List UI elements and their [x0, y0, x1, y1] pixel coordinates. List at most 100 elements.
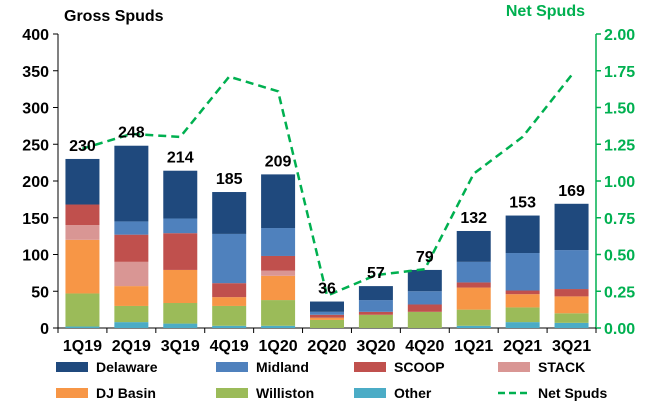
right-axis-title: Net Spuds: [506, 3, 585, 20]
right-tick-label: 2.00: [604, 27, 635, 44]
legend-label-delaware: Delaware: [96, 359, 158, 375]
bar-other-3q19: [163, 323, 198, 328]
bar-midland-1q21: [456, 261, 491, 283]
bar-other-2q19: [114, 322, 149, 328]
bar-delaware-3q21: [554, 203, 589, 251]
bar-scoop-3q20: [358, 311, 393, 315]
legend-swatch-williston: [216, 388, 248, 398]
net-spuds-line: [82, 74, 573, 298]
legend-label-williston: Williston: [256, 385, 314, 401]
left-tick-label: 100: [22, 248, 49, 265]
bar-midland-4q19: [212, 233, 247, 284]
bar-other-2q21: [505, 322, 540, 328]
total-label-3q19: 214: [167, 150, 194, 167]
total-label-2q20: 36: [318, 281, 336, 298]
bar-williston-4q20: [407, 311, 442, 328]
total-label-2q21: 153: [509, 195, 536, 212]
right-tick-label: 1.25: [604, 137, 635, 154]
bar-midland-2q21: [505, 253, 540, 291]
legend-swatch-scoop: [354, 362, 386, 372]
bar-scoop-4q19: [212, 283, 247, 298]
bar-williston-3q19: [163, 303, 198, 324]
left-axis-title: Gross Spuds: [64, 8, 164, 25]
x-tick-label: 4Q19: [210, 338, 249, 355]
left-tick-label: 350: [22, 64, 49, 81]
bar-williston-3q21: [554, 313, 589, 323]
bar-delaware-1q19: [65, 158, 100, 205]
bar-dj-basin-2q19: [114, 286, 149, 306]
left-tick-label: 150: [22, 211, 49, 228]
legend-label-dj-basin: DJ Basin: [96, 385, 156, 401]
bar-delaware-1q20: [261, 174, 296, 229]
bar-williston-3q20: [358, 314, 393, 328]
x-tick-label: 1Q20: [259, 338, 298, 355]
bar-other-1q20: [261, 325, 296, 328]
x-tick-label: 1Q19: [63, 338, 102, 355]
bar-williston-4q19: [212, 305, 247, 326]
bar-delaware-4q19: [212, 192, 247, 234]
bar-other-1q21: [456, 325, 491, 328]
bar-delaware-4q20: [407, 269, 442, 292]
right-tick-label: 1.75: [604, 64, 635, 81]
left-tick-label: 200: [22, 174, 49, 191]
bar-dj-basin-1q21: [456, 287, 491, 310]
bar-scoop-2q21: [505, 290, 540, 295]
bar-scoop-1q20: [261, 255, 296, 271]
left-tick-label: 400: [22, 27, 49, 44]
legend-swatch-dj-basin: [56, 388, 88, 398]
bar-dj-basin-3q21: [554, 296, 589, 314]
total-label-1q21: 132: [460, 210, 487, 227]
right-tick-label: 0.00: [604, 321, 635, 338]
left-tick-label: 250: [22, 137, 49, 154]
total-label-4q19: 185: [216, 171, 243, 188]
bar-midland-3q20: [358, 300, 393, 312]
legend-swatch-midland: [216, 362, 248, 372]
bar-williston-1q19: [65, 293, 100, 327]
bar-midland-2q19: [114, 221, 149, 235]
legend-swatch-delaware: [56, 362, 88, 372]
bar-stack-1q20: [261, 270, 296, 276]
bar-other-3q21: [554, 322, 589, 328]
bar-midland-2q20: [310, 311, 344, 315]
right-tick-label: 0.75: [604, 211, 635, 228]
bar-dj-basin-2q21: [505, 294, 540, 308]
bar-dj-basin-1q19: [65, 239, 100, 294]
legend-label-net-spuds: Net Spuds: [538, 385, 607, 401]
bar-midland-1q20: [261, 228, 296, 256]
bar-scoop-3q21: [554, 289, 589, 297]
bar-midland-3q19: [163, 218, 198, 234]
bar-delaware-3q19: [163, 170, 198, 219]
legend-label-midland: Midland: [256, 359, 309, 375]
x-tick-label: 3Q20: [356, 338, 395, 355]
bar-delaware-2q21: [505, 215, 540, 254]
x-tick-label: 2Q20: [307, 338, 346, 355]
x-tick-label: 2Q19: [112, 338, 151, 355]
bar-scoop-3q19: [163, 233, 198, 270]
bar-scoop-2q20: [310, 314, 344, 318]
total-label-3q21: 169: [558, 183, 585, 200]
bar-delaware-1q21: [456, 230, 491, 262]
right-tick-label: 1.00: [604, 174, 635, 191]
bar-williston-2q19: [114, 305, 149, 323]
bar-delaware-2q19: [114, 145, 149, 222]
left-tick-label: 0: [40, 321, 49, 338]
total-label-3q20: 57: [367, 265, 385, 282]
bar-williston-1q20: [261, 300, 296, 326]
bar-dj-basin-4q19: [212, 297, 247, 306]
legend-label-scoop: SCOOP: [394, 359, 445, 375]
bar-dj-basin-3q19: [163, 269, 198, 304]
bar-williston-1q21: [456, 309, 491, 326]
left-tick-label: 300: [22, 101, 49, 118]
total-label-1q19: 230: [69, 138, 96, 155]
bar-midland-4q20: [407, 291, 442, 305]
total-label-4q20: 79: [416, 249, 434, 266]
total-label-2q19: 248: [118, 125, 145, 142]
x-tick-label: 3Q19: [161, 338, 200, 355]
right-tick-label: 0.50: [604, 248, 635, 265]
bar-scoop-2q19: [114, 234, 149, 262]
bar-scoop-4q20: [407, 304, 442, 312]
bar-delaware-2q20: [310, 301, 344, 312]
bar-stack-2q19: [114, 261, 149, 287]
right-tick-label: 1.50: [604, 101, 635, 118]
